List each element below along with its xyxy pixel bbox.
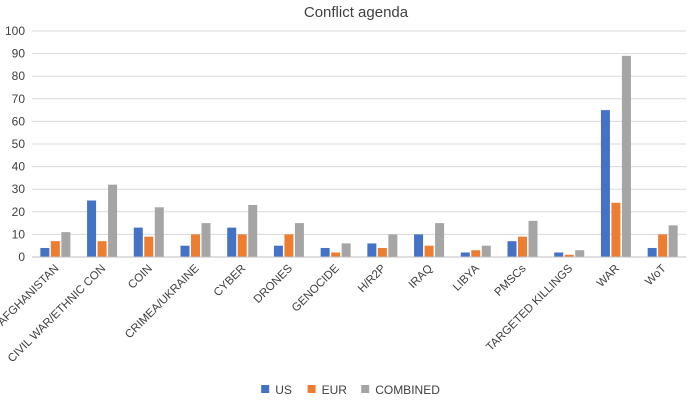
bar-eur-11: [564, 254, 574, 257]
bar-us-4: [227, 227, 237, 257]
bar-us-8: [414, 234, 424, 257]
x-tick-label: LIBYA: [451, 262, 482, 293]
bar-combined-0: [61, 232, 71, 257]
bar-eur-1: [97, 241, 107, 257]
y-tick-label: 40: [12, 160, 26, 174]
x-tick-label: GENOCIDE: [290, 262, 342, 314]
x-tick-label: CIVIL WAR/ETHNIC CON: [6, 263, 108, 365]
y-tick-label: 80: [12, 69, 26, 83]
bar-us-13: [647, 247, 657, 257]
legend-swatch-combined: [361, 385, 370, 393]
legend-swatch-us: [261, 385, 270, 393]
bar-combined-13: [668, 225, 678, 257]
bar-us-1: [87, 200, 97, 257]
legend-swatch-eur: [307, 385, 316, 393]
y-tick-label: 10: [12, 227, 26, 241]
bar-combined-7: [388, 234, 398, 257]
y-tick-label: 30: [12, 182, 26, 196]
y-tick-label: 50: [12, 137, 26, 151]
x-tick-label: PMSCs: [493, 262, 529, 298]
x-tick-label: COIN: [126, 263, 155, 292]
y-tick-label: 20: [12, 205, 26, 219]
bar-us-11: [554, 252, 564, 257]
bar-eur-7: [377, 247, 387, 257]
bar-eur-0: [50, 241, 60, 257]
x-tick-label: WAR: [595, 263, 622, 290]
bar-combined-10: [528, 220, 538, 257]
bar-eur-5: [284, 234, 294, 257]
bar-eur-8: [424, 245, 434, 257]
bar-us-5: [273, 245, 283, 257]
gridlines: [32, 30, 686, 235]
y-tick-label: 100: [5, 24, 25, 38]
bar-us-7: [367, 243, 377, 257]
bar-combined-12: [621, 55, 631, 257]
bar-eur-13: [658, 234, 668, 257]
bar-combined-1: [108, 184, 118, 257]
bar-combined-8: [435, 223, 445, 257]
x-tick-label: H/R2P: [356, 262, 389, 295]
bar-combined-3: [201, 223, 211, 257]
y-tick-label: 70: [12, 92, 26, 106]
bar-us-6: [320, 247, 330, 257]
bars: [40, 55, 678, 257]
bar-eur-12: [611, 202, 621, 257]
bar-eur-6: [331, 252, 341, 257]
bar-us-0: [40, 247, 50, 257]
y-tick-label: 90: [12, 47, 26, 61]
chart-title: Conflict agenda: [304, 4, 409, 21]
bar-us-3: [180, 245, 190, 257]
x-tick-label: WoT: [643, 263, 669, 289]
bar-eur-2: [144, 236, 154, 257]
x-tick-label: DRONES: [252, 262, 296, 306]
bar-eur-3: [191, 234, 200, 257]
y-axis-ticks: 0 10 20 30 40 50 60 70 80 90 100: [5, 24, 25, 264]
bar-combined-6: [341, 243, 351, 257]
x-tick-label: IRAQ: [407, 263, 435, 291]
x-tick-label: CYBER: [212, 263, 249, 300]
x-tick-label: TARGETED KILLINGS: [484, 262, 575, 353]
bar-eur-10: [518, 236, 527, 257]
bar-combined-2: [154, 207, 164, 257]
y-tick-label: 0: [18, 250, 25, 264]
bar-us-12: [600, 110, 610, 257]
bar-combined-5: [294, 223, 304, 257]
bar-combined-11: [575, 250, 585, 257]
legend-label-eur: EUR: [322, 383, 348, 397]
legend: US EUR COMBINED: [261, 383, 440, 397]
bar-us-2: [133, 227, 143, 257]
bar-us-9: [460, 252, 470, 257]
y-tick-label: 60: [12, 114, 26, 128]
bar-eur-9: [471, 250, 481, 257]
bar-us-10: [507, 241, 517, 257]
bar-combined-4: [248, 205, 258, 257]
bar-eur-4: [237, 234, 247, 257]
legend-label-us: US: [275, 383, 292, 397]
bar-combined-9: [481, 245, 491, 257]
legend-label-combined: COMBINED: [375, 383, 440, 397]
